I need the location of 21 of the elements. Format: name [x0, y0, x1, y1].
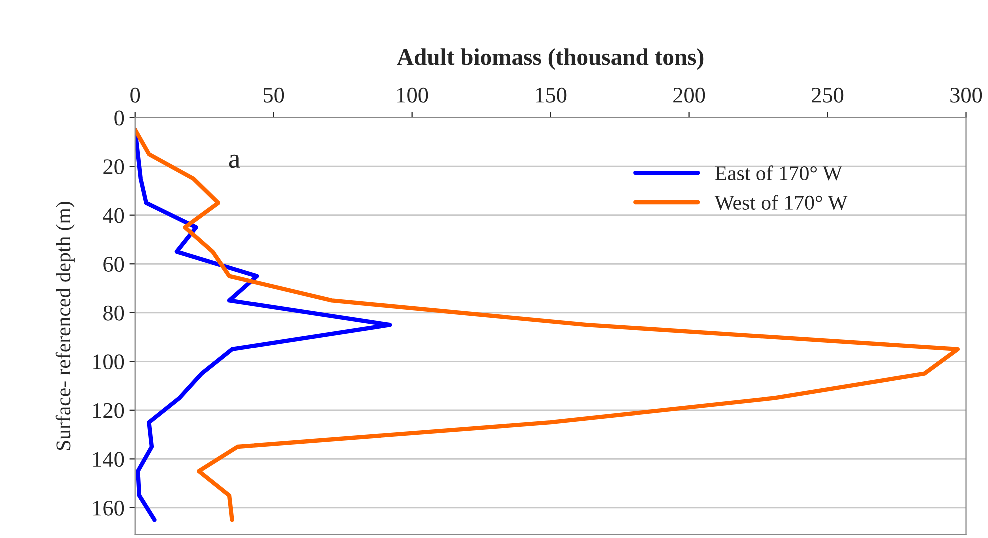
- legend-label: East of 170° W: [715, 166, 842, 181]
- x-tick-label: 50: [264, 88, 284, 103]
- y-tick-label: 0: [114, 110, 124, 126]
- y-tick-label: 160: [94, 500, 124, 516]
- y-tick-label: 100: [94, 354, 124, 370]
- x-tick-label: 150: [536, 88, 567, 103]
- x-tick-label: 250: [812, 88, 844, 103]
- x-tick-label: 300: [950, 88, 982, 103]
- y-tick-label: 80: [104, 306, 124, 321]
- y-tick-label: 140: [94, 452, 124, 468]
- y-tick-label: 40: [103, 208, 124, 224]
- x-tick-label: 100: [398, 88, 428, 103]
- y-axis-title: Surface- referenced depth (m): [56, 202, 75, 450]
- y-tick-label: 120: [94, 403, 124, 418]
- annotation: a: [229, 154, 240, 168]
- y-tick-label: 60: [104, 257, 124, 272]
- x-tick-label: 0: [130, 88, 140, 103]
- x-axis-title: Adult biomass (thousand tons): [397, 48, 704, 70]
- y-tick-label: 20: [104, 160, 124, 175]
- legend-label: West of 170° W: [714, 195, 848, 210]
- x-tick-label: 200: [674, 88, 706, 103]
